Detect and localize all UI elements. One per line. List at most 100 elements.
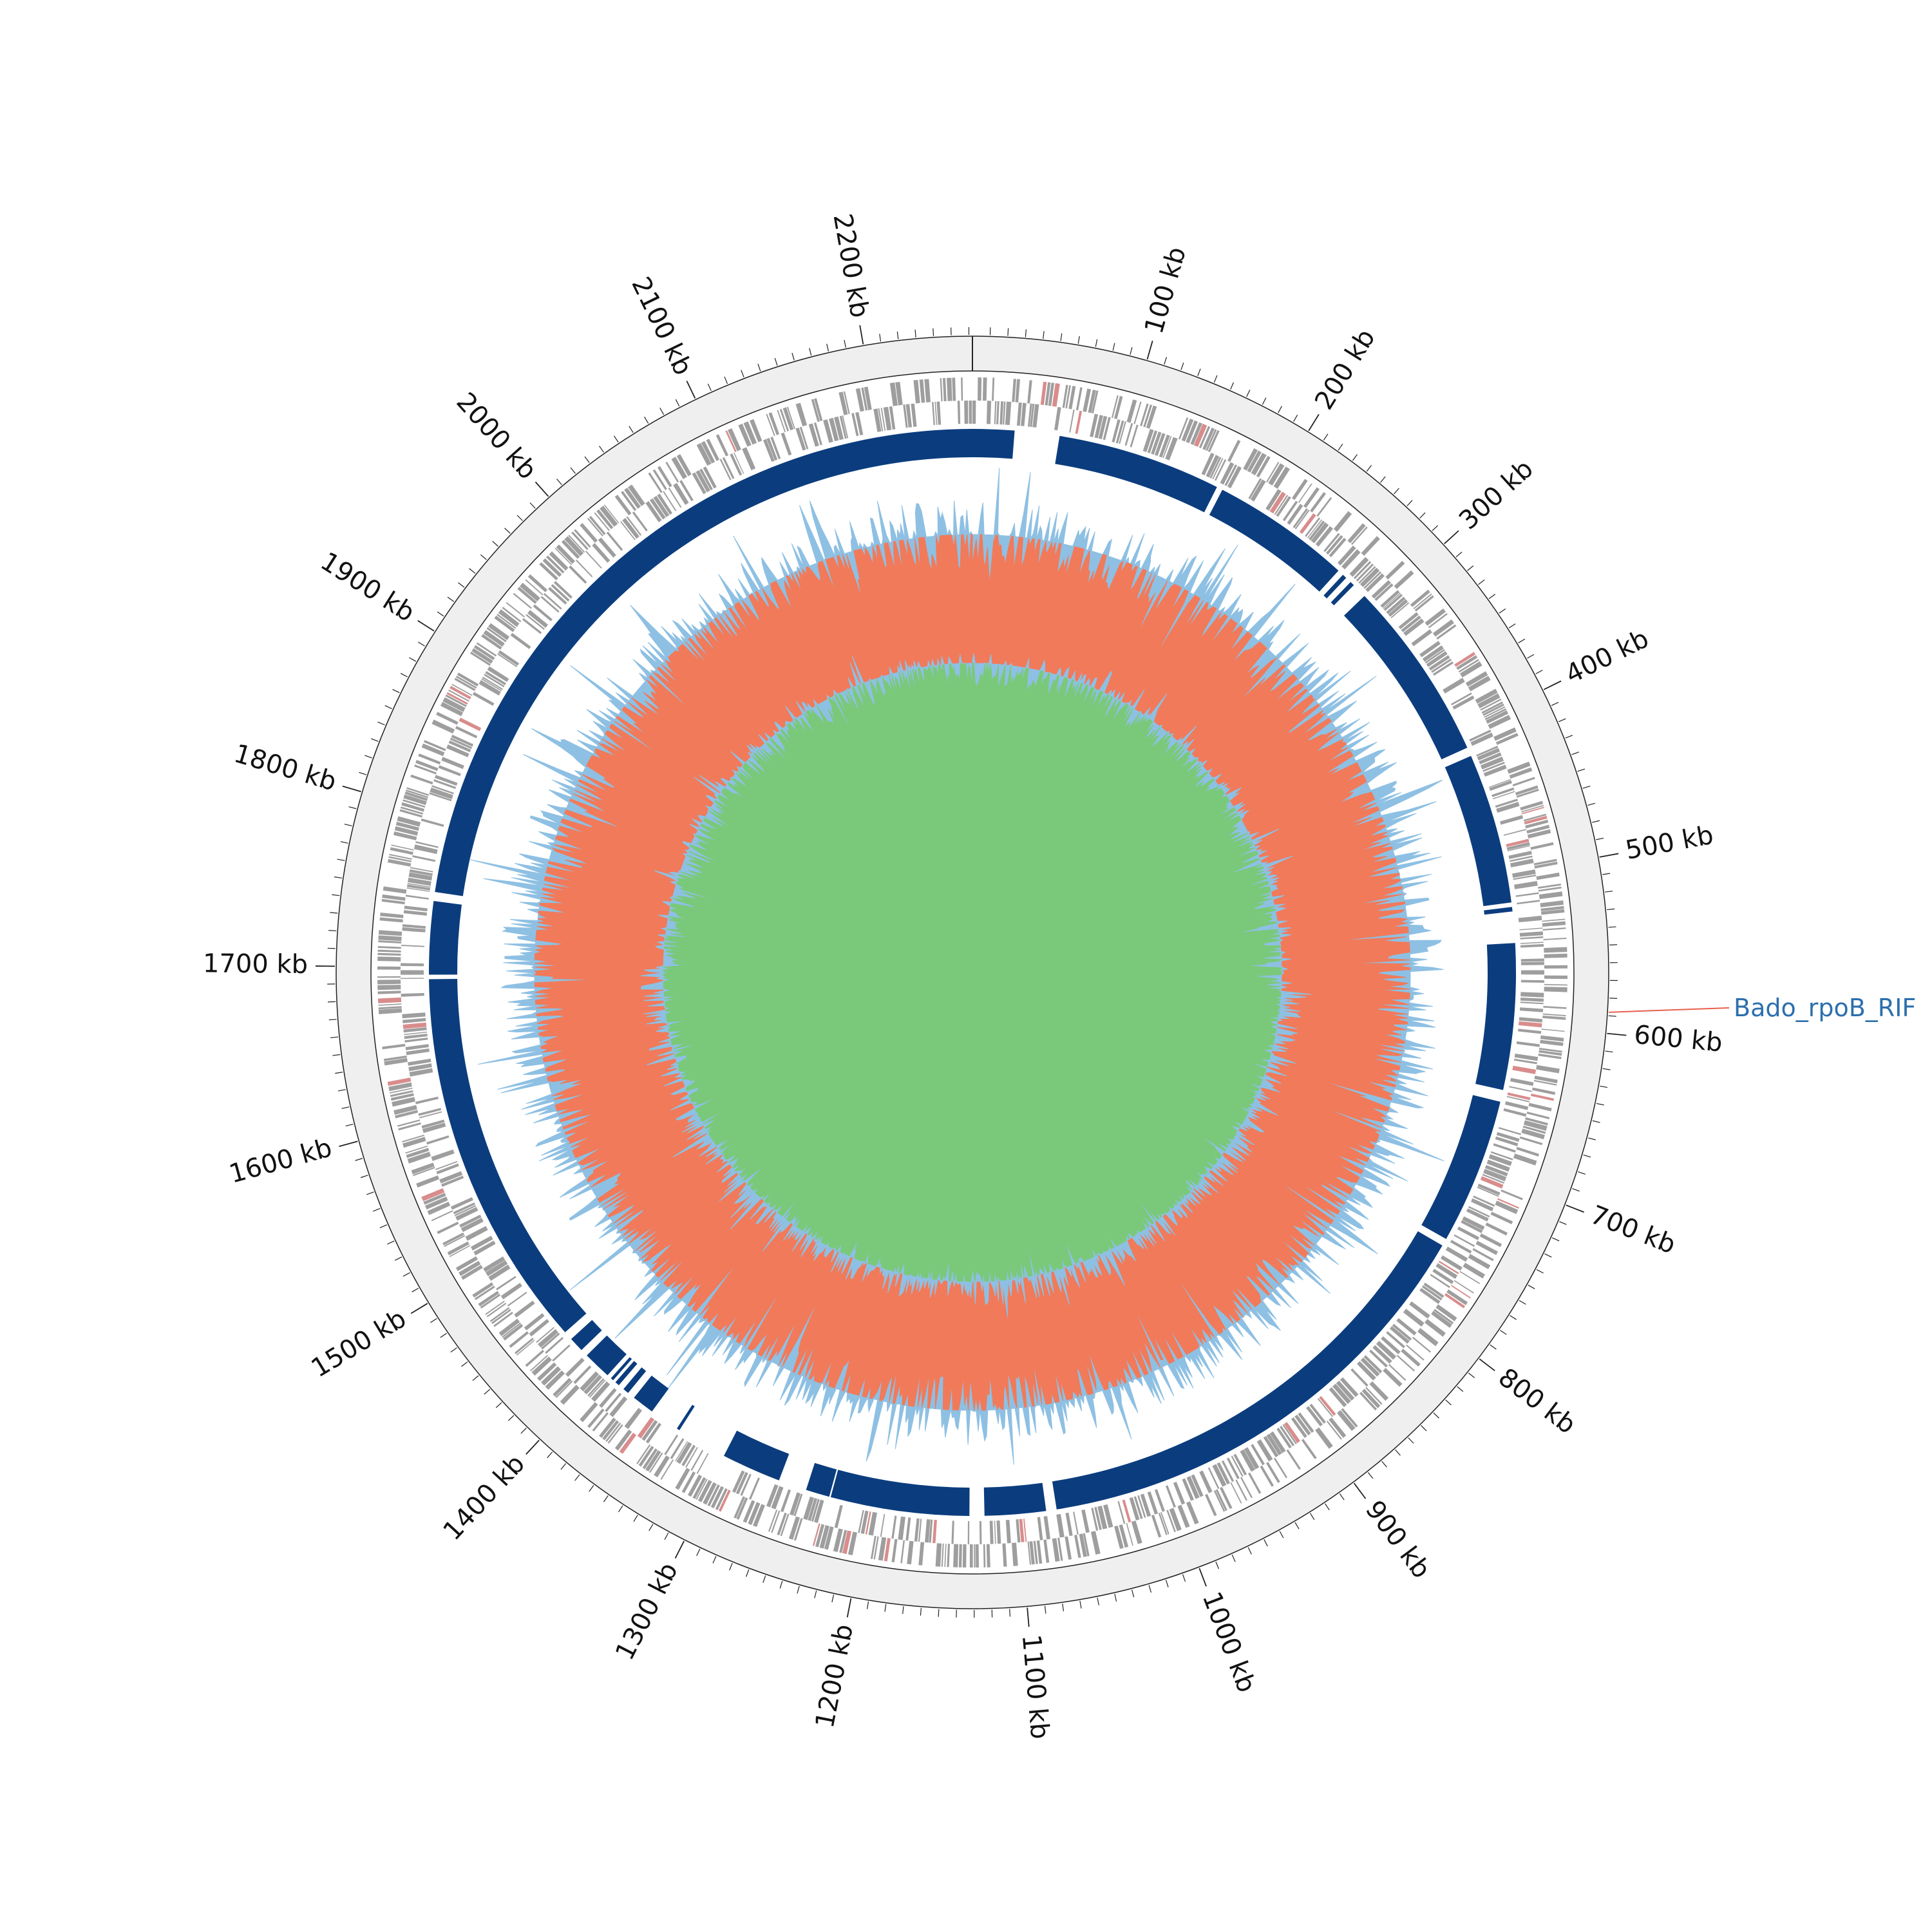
gene-feature: [515, 1338, 534, 1354]
gene-feature: [574, 529, 591, 548]
gene-feature: [431, 785, 454, 795]
gene-feature: [427, 1202, 451, 1215]
gene-feature: [1488, 1154, 1512, 1166]
minor-tick: [337, 858, 345, 861]
gene-feature: [390, 847, 413, 855]
gene-feature: [1090, 1531, 1101, 1555]
gene-feature: [409, 1068, 433, 1077]
gene-feature: [560, 1385, 580, 1405]
gene-feature: [1396, 1318, 1417, 1336]
gene-feature: [1356, 564, 1374, 582]
gene-feature: [1028, 403, 1032, 427]
gene-feature: [442, 1232, 464, 1245]
gene-feature: [1480, 756, 1504, 770]
gene-feature: [1504, 1101, 1529, 1110]
gene-feature: [451, 683, 473, 696]
gene-feature: [377, 976, 401, 978]
gene-feature: [1137, 1495, 1146, 1518]
gene-feature: [1303, 487, 1320, 508]
minor-tick: [1432, 525, 1439, 531]
gene-feature: [936, 401, 942, 425]
minor-tick: [884, 1604, 887, 1612]
minor-tick: [1213, 375, 1218, 383]
gene-feature: [401, 992, 424, 997]
gene-feature: [575, 560, 593, 578]
gene-feature: [1256, 1439, 1273, 1462]
gene-feature: [614, 495, 632, 516]
gene-feature: [940, 378, 943, 402]
gene-feature: [1490, 1211, 1513, 1225]
gene-feature: [391, 844, 414, 851]
gene-feature: [692, 472, 706, 495]
gene-feature: [598, 537, 616, 558]
gene-feature: [1508, 851, 1532, 859]
gene-feature: [929, 1519, 933, 1543]
gene-feature: [788, 1516, 800, 1540]
gene-feature: [626, 516, 642, 536]
gene-feature: [1090, 413, 1099, 437]
gene-feature: [1450, 1285, 1471, 1299]
gene-feature: [1336, 1380, 1355, 1401]
gene-feature: [526, 614, 545, 630]
gene-feature: [1291, 1417, 1307, 1438]
gene-feature: [506, 601, 525, 618]
gene-feature: [587, 518, 603, 537]
minor-tick: [556, 478, 562, 486]
alignment-block: [1052, 1231, 1443, 1510]
gene-feature: [1363, 1355, 1383, 1374]
minor-tick: [370, 738, 379, 742]
gene-feature: [732, 1470, 745, 1493]
major-tick: [1353, 1482, 1367, 1499]
gene-feature: [1540, 909, 1565, 915]
gene-feature: [1282, 1424, 1297, 1444]
gene-feature: [378, 940, 402, 943]
gene-feature: [1212, 458, 1224, 480]
gene-feature: [440, 701, 464, 717]
gene-feature: [485, 1300, 505, 1315]
gene-feature: [986, 1544, 990, 1567]
gene-feature: [556, 544, 575, 564]
gene-feature: [1224, 464, 1238, 486]
major-tick: [1599, 853, 1619, 858]
gene-feature: [377, 966, 401, 970]
gc-skew-negative: [662, 663, 1283, 1282]
gene-feature: [392, 1097, 415, 1107]
gene-feature: [402, 924, 426, 929]
gene-feature: [1485, 1222, 1508, 1236]
gene-feature: [957, 401, 961, 424]
gene-feature: [1337, 1410, 1356, 1431]
gene-feature: [1162, 436, 1172, 459]
gene-feature: [378, 1003, 402, 1006]
gene-feature: [1251, 1444, 1265, 1466]
gene-feature: [1544, 965, 1567, 969]
gene-feature: [808, 1497, 817, 1521]
gene-feature: [450, 1197, 473, 1210]
gene-feature: [525, 579, 544, 596]
minor-tick: [1519, 1300, 1526, 1305]
gene-feature: [419, 1111, 442, 1119]
gene-feature: [1265, 489, 1282, 511]
minor-tick: [1565, 735, 1573, 739]
gene-feature: [649, 1452, 663, 1473]
alignment-block: [1343, 596, 1468, 760]
gene-feature: [1292, 478, 1308, 500]
gene-feature: [1263, 1435, 1279, 1457]
gene-feature: [549, 551, 569, 571]
gene-feature: [398, 1122, 421, 1131]
major-ticks: [316, 325, 1627, 1627]
gene-feature: [1341, 1408, 1358, 1428]
gene-feature: [1208, 430, 1220, 453]
gene-feature: [1468, 676, 1491, 692]
gene-feature: [1052, 383, 1060, 407]
gene-feature: [473, 1240, 496, 1256]
gene-feature: [1043, 1516, 1051, 1540]
alignment-block: [724, 1430, 790, 1481]
minor-tick: [1007, 328, 1009, 336]
gene-feature: [660, 1459, 674, 1480]
gene-feature: [1213, 1490, 1226, 1512]
gene-feature: [533, 604, 553, 621]
minor-tick: [1528, 1284, 1535, 1289]
gene-feature: [1540, 905, 1564, 911]
gene-feature: [478, 679, 501, 696]
gene-feature: [1227, 466, 1242, 489]
